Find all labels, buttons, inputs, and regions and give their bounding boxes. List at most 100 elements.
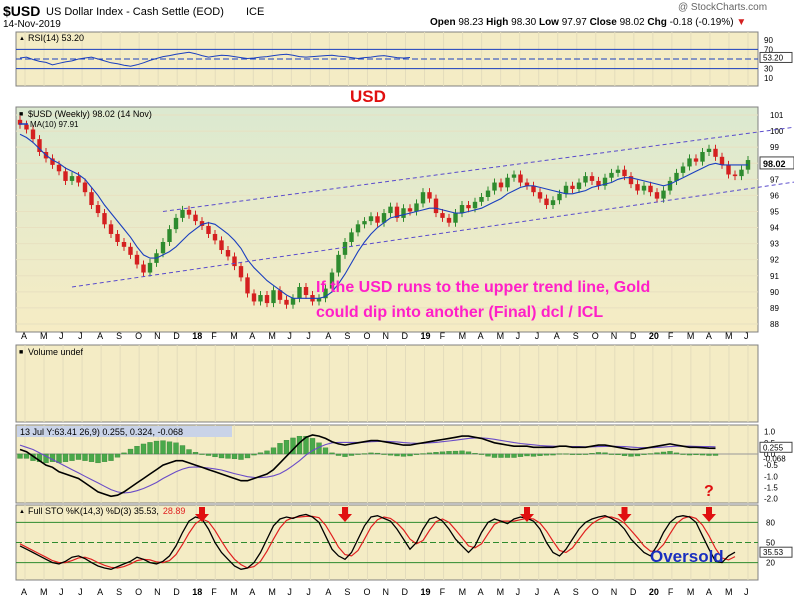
price-tick: 94	[770, 224, 779, 233]
down-arrow-icon	[199, 507, 205, 514]
candle-body	[160, 242, 166, 254]
macd-tick: -2.0	[764, 495, 778, 504]
macd-histogram-bar	[264, 450, 270, 455]
macd-histogram-bar	[251, 453, 257, 456]
x-label-bottom: M	[459, 587, 467, 597]
x-label-top: M	[687, 331, 695, 341]
down-arrow-icon	[195, 514, 209, 522]
x-label-top: J	[535, 331, 540, 341]
macd-histogram-bar	[582, 453, 589, 455]
oversold-label: Oversold	[650, 547, 724, 566]
macd-histogram-bar	[426, 452, 433, 455]
candle-body	[401, 208, 406, 218]
macd-histogram-bar	[277, 443, 283, 455]
macd-histogram-bar	[693, 453, 699, 456]
candle-body	[284, 299, 289, 305]
candle-body	[726, 164, 731, 175]
x-label-top: J	[59, 331, 64, 341]
macd-tick: -0.5	[764, 461, 778, 470]
x-label-bottom: O	[135, 587, 142, 597]
candle-body	[277, 290, 283, 300]
price-tick: 96	[770, 191, 779, 200]
candle-body	[622, 169, 627, 177]
candle-body	[232, 256, 237, 267]
candle-body	[648, 185, 653, 193]
x-label-bottom: O	[592, 587, 599, 597]
candle-body	[362, 221, 367, 225]
macd-histogram-bar	[394, 453, 400, 457]
macd-histogram-bar	[706, 453, 712, 456]
candle-body	[706, 148, 712, 152]
macd-histogram-bar	[576, 453, 582, 455]
x-label-bottom: S	[116, 587, 122, 597]
candle-body	[30, 129, 36, 140]
macd-histogram-bar	[225, 453, 231, 459]
price-tick: 89	[770, 304, 779, 313]
candle-body	[485, 190, 491, 197]
rsi-line	[19, 51, 411, 67]
x-label-top: J	[78, 331, 83, 341]
candle-body	[381, 213, 387, 223]
rsi-last-value: 53.20	[763, 53, 784, 62]
chg-down-icon: ▼	[736, 17, 747, 28]
volume-legend-icon: ■	[19, 349, 23, 356]
candle-body	[147, 262, 153, 273]
candle-body	[641, 185, 647, 191]
x-label-top: J	[287, 331, 292, 341]
candle-body	[615, 169, 621, 173]
x-label-bottom: J	[287, 587, 292, 597]
macd-histogram-bar	[205, 453, 212, 456]
macd-histogram-bar	[355, 453, 361, 455]
x-label-top: N	[611, 331, 618, 341]
x-label-top: M	[40, 331, 48, 341]
panel-1	[15, 106, 759, 333]
x-label-top: M	[268, 331, 276, 341]
x-label-bottom: J	[78, 587, 83, 597]
exchange: ICE	[246, 6, 265, 18]
x-label-top: S	[573, 331, 579, 341]
x-label-bottom: J	[535, 587, 540, 597]
macd-histogram-bar	[322, 447, 329, 455]
candle-body	[238, 266, 244, 278]
instrument-name: US Dollar Index - Cash Settle (EOD)	[46, 6, 224, 18]
x-label-top: S	[344, 331, 350, 341]
annotation-line-1: If the USD runs to the upper trend line,…	[316, 279, 650, 296]
macd-histogram-bar	[173, 442, 179, 455]
macd-histogram-bar	[485, 453, 491, 457]
trend-upper-line	[162, 126, 794, 212]
x-label-bottom: M	[40, 587, 48, 597]
x-label-bottom: 20	[649, 587, 659, 597]
rsi-tick: 90	[764, 36, 773, 45]
macd-histogram-bar	[303, 435, 309, 455]
question-mark: ?	[704, 483, 714, 500]
candle-body	[433, 198, 439, 214]
x-label-top: M	[459, 331, 467, 341]
candle-body	[95, 205, 101, 214]
x-label-bottom: M	[230, 587, 238, 597]
candle-body	[453, 213, 458, 223]
x-label-bottom: 19	[421, 587, 431, 597]
candle-body	[355, 224, 361, 233]
macd-histogram-bar	[641, 453, 647, 455]
macd-histogram-bar	[433, 452, 439, 455]
candle-body	[394, 206, 400, 218]
candle-body	[193, 214, 198, 222]
macd-histogram-bar	[628, 453, 634, 457]
candle-body	[654, 192, 660, 199]
candle-body	[563, 185, 569, 194]
macd-histogram-bar	[270, 447, 277, 455]
macd-histogram-bar	[244, 453, 251, 459]
macd-histogram-bar	[530, 453, 537, 457]
x-label-top: A	[97, 331, 103, 341]
x-label-bottom: A	[325, 587, 331, 597]
macd-histogram-bar	[82, 453, 88, 461]
sto-k-line	[19, 513, 736, 570]
macd-histogram-bar	[140, 443, 147, 455]
candle-body	[570, 185, 575, 189]
macd-histogram-bar	[524, 453, 530, 457]
macd-legend: 13 Jul Y:63.41 26,9) 0.255, 0.324, -0.06…	[20, 427, 183, 437]
macd-histogram-bar	[608, 453, 615, 455]
candle-body	[544, 198, 549, 206]
down-arrow-icon	[706, 507, 712, 514]
candle-body	[245, 277, 250, 294]
